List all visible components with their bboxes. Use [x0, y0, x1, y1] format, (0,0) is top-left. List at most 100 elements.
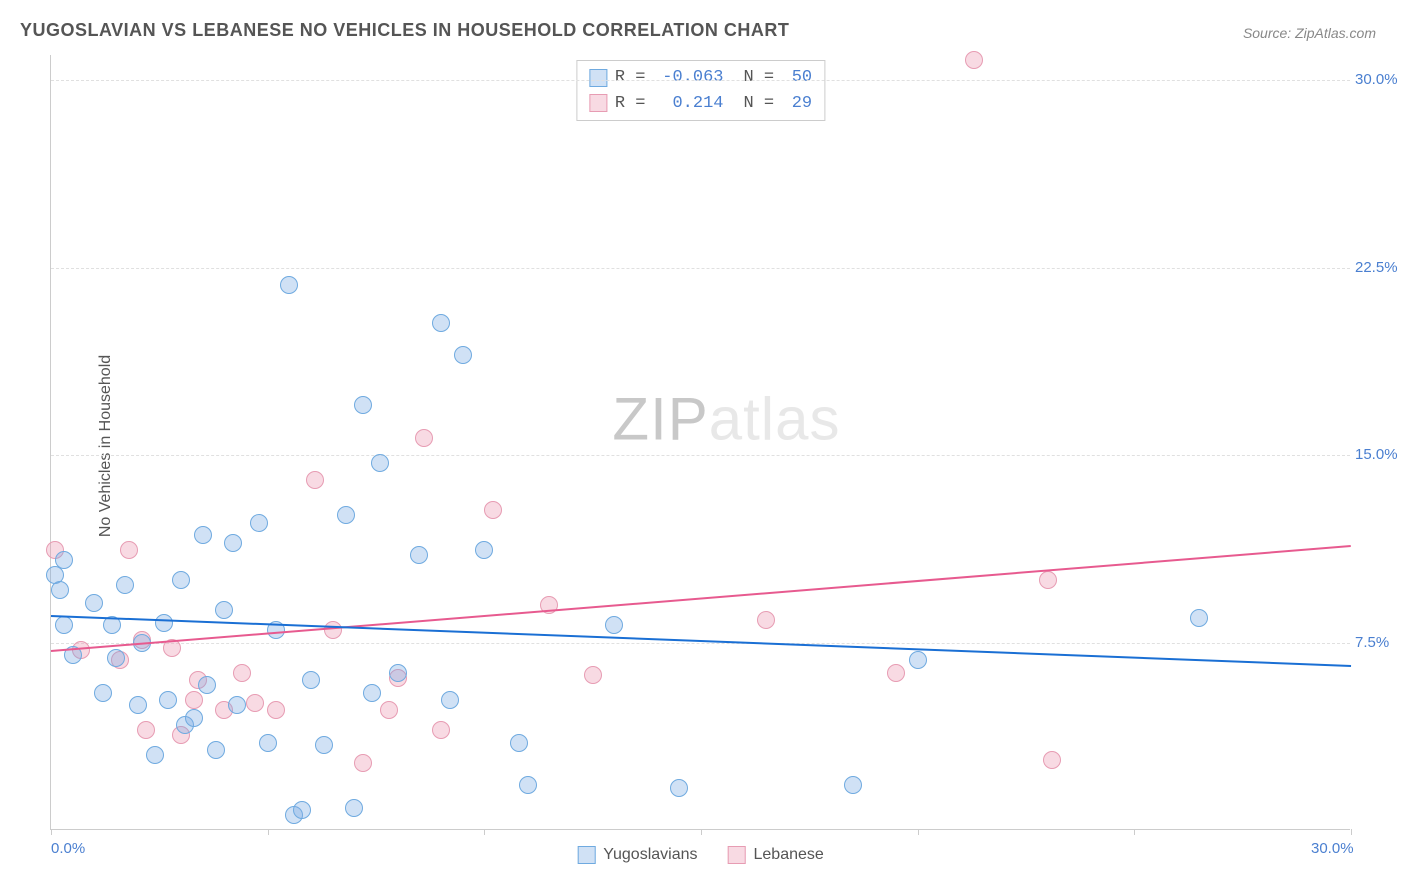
- scatter-point-b: [380, 701, 398, 719]
- y-tick-label: 22.5%: [1355, 259, 1406, 276]
- scatter-point-b: [267, 701, 285, 719]
- x-tick-label: 0.0%: [51, 840, 85, 857]
- scatter-point-a: [337, 506, 355, 524]
- scatter-point-a: [475, 541, 493, 559]
- scatter-point-a: [159, 691, 177, 709]
- scatter-point-b: [484, 501, 502, 519]
- scatter-point-a: [441, 691, 459, 709]
- scatter-point-b: [757, 611, 775, 629]
- x-tick: [268, 829, 269, 835]
- legend-swatch-b: [589, 94, 607, 112]
- x-tick: [701, 829, 702, 835]
- x-tick-label: 30.0%: [1311, 840, 1354, 857]
- scatter-point-a: [410, 546, 428, 564]
- chart-title: YUGOSLAVIAN VS LEBANESE NO VEHICLES IN H…: [20, 20, 789, 41]
- scatter-point-a: [228, 696, 246, 714]
- scatter-point-a: [250, 514, 268, 532]
- scatter-point-b: [432, 721, 450, 739]
- scatter-point-b: [1039, 571, 1057, 589]
- scatter-point-b: [965, 51, 983, 69]
- scatter-point-a: [224, 534, 242, 552]
- scatter-point-a: [605, 616, 623, 634]
- scatter-point-a: [363, 684, 381, 702]
- scatter-point-a: [55, 616, 73, 634]
- legend-swatch-b-bottom: [728, 846, 746, 864]
- scatter-point-a: [909, 651, 927, 669]
- scatter-point-a: [670, 779, 688, 797]
- scatter-point-a: [172, 571, 190, 589]
- grid-line: [51, 643, 1350, 644]
- scatter-point-a: [215, 601, 233, 619]
- legend-a-n-value: 50: [782, 65, 812, 91]
- scatter-point-b: [306, 471, 324, 489]
- grid-line: [51, 455, 1350, 456]
- legend-b-n-value: 29: [782, 91, 812, 117]
- x-tick: [51, 829, 52, 835]
- scatter-point-a: [302, 671, 320, 689]
- scatter-point-a: [293, 801, 311, 819]
- x-tick: [484, 829, 485, 835]
- scatter-point-a: [198, 676, 216, 694]
- scatter-point-a: [116, 576, 134, 594]
- scatter-point-b: [1043, 751, 1061, 769]
- scatter-point-a: [155, 614, 173, 632]
- scatter-point-a: [519, 776, 537, 794]
- legend-b-r-value: 0.214: [654, 91, 724, 117]
- scatter-point-a: [194, 526, 212, 544]
- scatter-point-a: [454, 346, 472, 364]
- legend-swatch-a: [589, 69, 607, 87]
- scatter-point-a: [259, 734, 277, 752]
- scatter-point-b: [354, 754, 372, 772]
- scatter-point-b: [185, 691, 203, 709]
- scatter-point-a: [844, 776, 862, 794]
- legend-stats-box: R = -0.063 N = 50 R = 0.214 N = 29: [576, 60, 825, 121]
- scatter-point-b: [120, 541, 138, 559]
- scatter-point-b: [233, 664, 251, 682]
- scatter-point-a: [371, 454, 389, 472]
- scatter-point-a: [1190, 609, 1208, 627]
- scatter-point-a: [185, 709, 203, 727]
- x-tick: [1351, 829, 1352, 835]
- scatter-point-a: [315, 736, 333, 754]
- scatter-point-a: [85, 594, 103, 612]
- scatter-point-a: [146, 746, 164, 764]
- y-tick-label: 30.0%: [1355, 71, 1406, 88]
- legend-label-a: Yugoslavians: [603, 846, 697, 864]
- scatter-point-a: [207, 741, 225, 759]
- scatter-point-a: [510, 734, 528, 752]
- y-tick-label: 7.5%: [1355, 634, 1406, 651]
- legend-swatch-a-bottom: [577, 846, 595, 864]
- scatter-point-a: [55, 551, 73, 569]
- trend-line-a: [51, 615, 1351, 667]
- trend-line-b: [51, 545, 1351, 652]
- x-tick: [918, 829, 919, 835]
- source-attribution: Source: ZipAtlas.com: [1243, 25, 1376, 41]
- legend-stats-row-a: R = -0.063 N = 50: [589, 65, 812, 91]
- legend-stats-row-b: R = 0.214 N = 29: [589, 91, 812, 117]
- scatter-point-b: [137, 721, 155, 739]
- legend-series-box: Yugoslavians Lebanese: [577, 846, 824, 864]
- legend-label-b: Lebanese: [754, 846, 824, 864]
- scatter-point-b: [246, 694, 264, 712]
- scatter-point-a: [354, 396, 372, 414]
- scatter-point-a: [51, 581, 69, 599]
- scatter-point-a: [432, 314, 450, 332]
- legend-item-a: Yugoslavians: [577, 846, 697, 864]
- chart-plot-area: ZIPatlas R = -0.063 N = 50 R = 0.214 N =…: [50, 55, 1350, 830]
- y-tick-label: 15.0%: [1355, 446, 1406, 463]
- scatter-point-a: [129, 696, 147, 714]
- scatter-point-a: [389, 664, 407, 682]
- scatter-point-a: [345, 799, 363, 817]
- scatter-point-b: [324, 621, 342, 639]
- scatter-point-a: [94, 684, 112, 702]
- scatter-point-a: [107, 649, 125, 667]
- legend-item-b: Lebanese: [728, 846, 824, 864]
- legend-a-r-value: -0.063: [654, 65, 724, 91]
- scatter-point-b: [584, 666, 602, 684]
- watermark: ZIPatlas: [612, 384, 840, 453]
- scatter-point-b: [887, 664, 905, 682]
- scatter-point-a: [280, 276, 298, 294]
- grid-line: [51, 80, 1350, 81]
- x-tick: [1134, 829, 1135, 835]
- scatter-point-b: [415, 429, 433, 447]
